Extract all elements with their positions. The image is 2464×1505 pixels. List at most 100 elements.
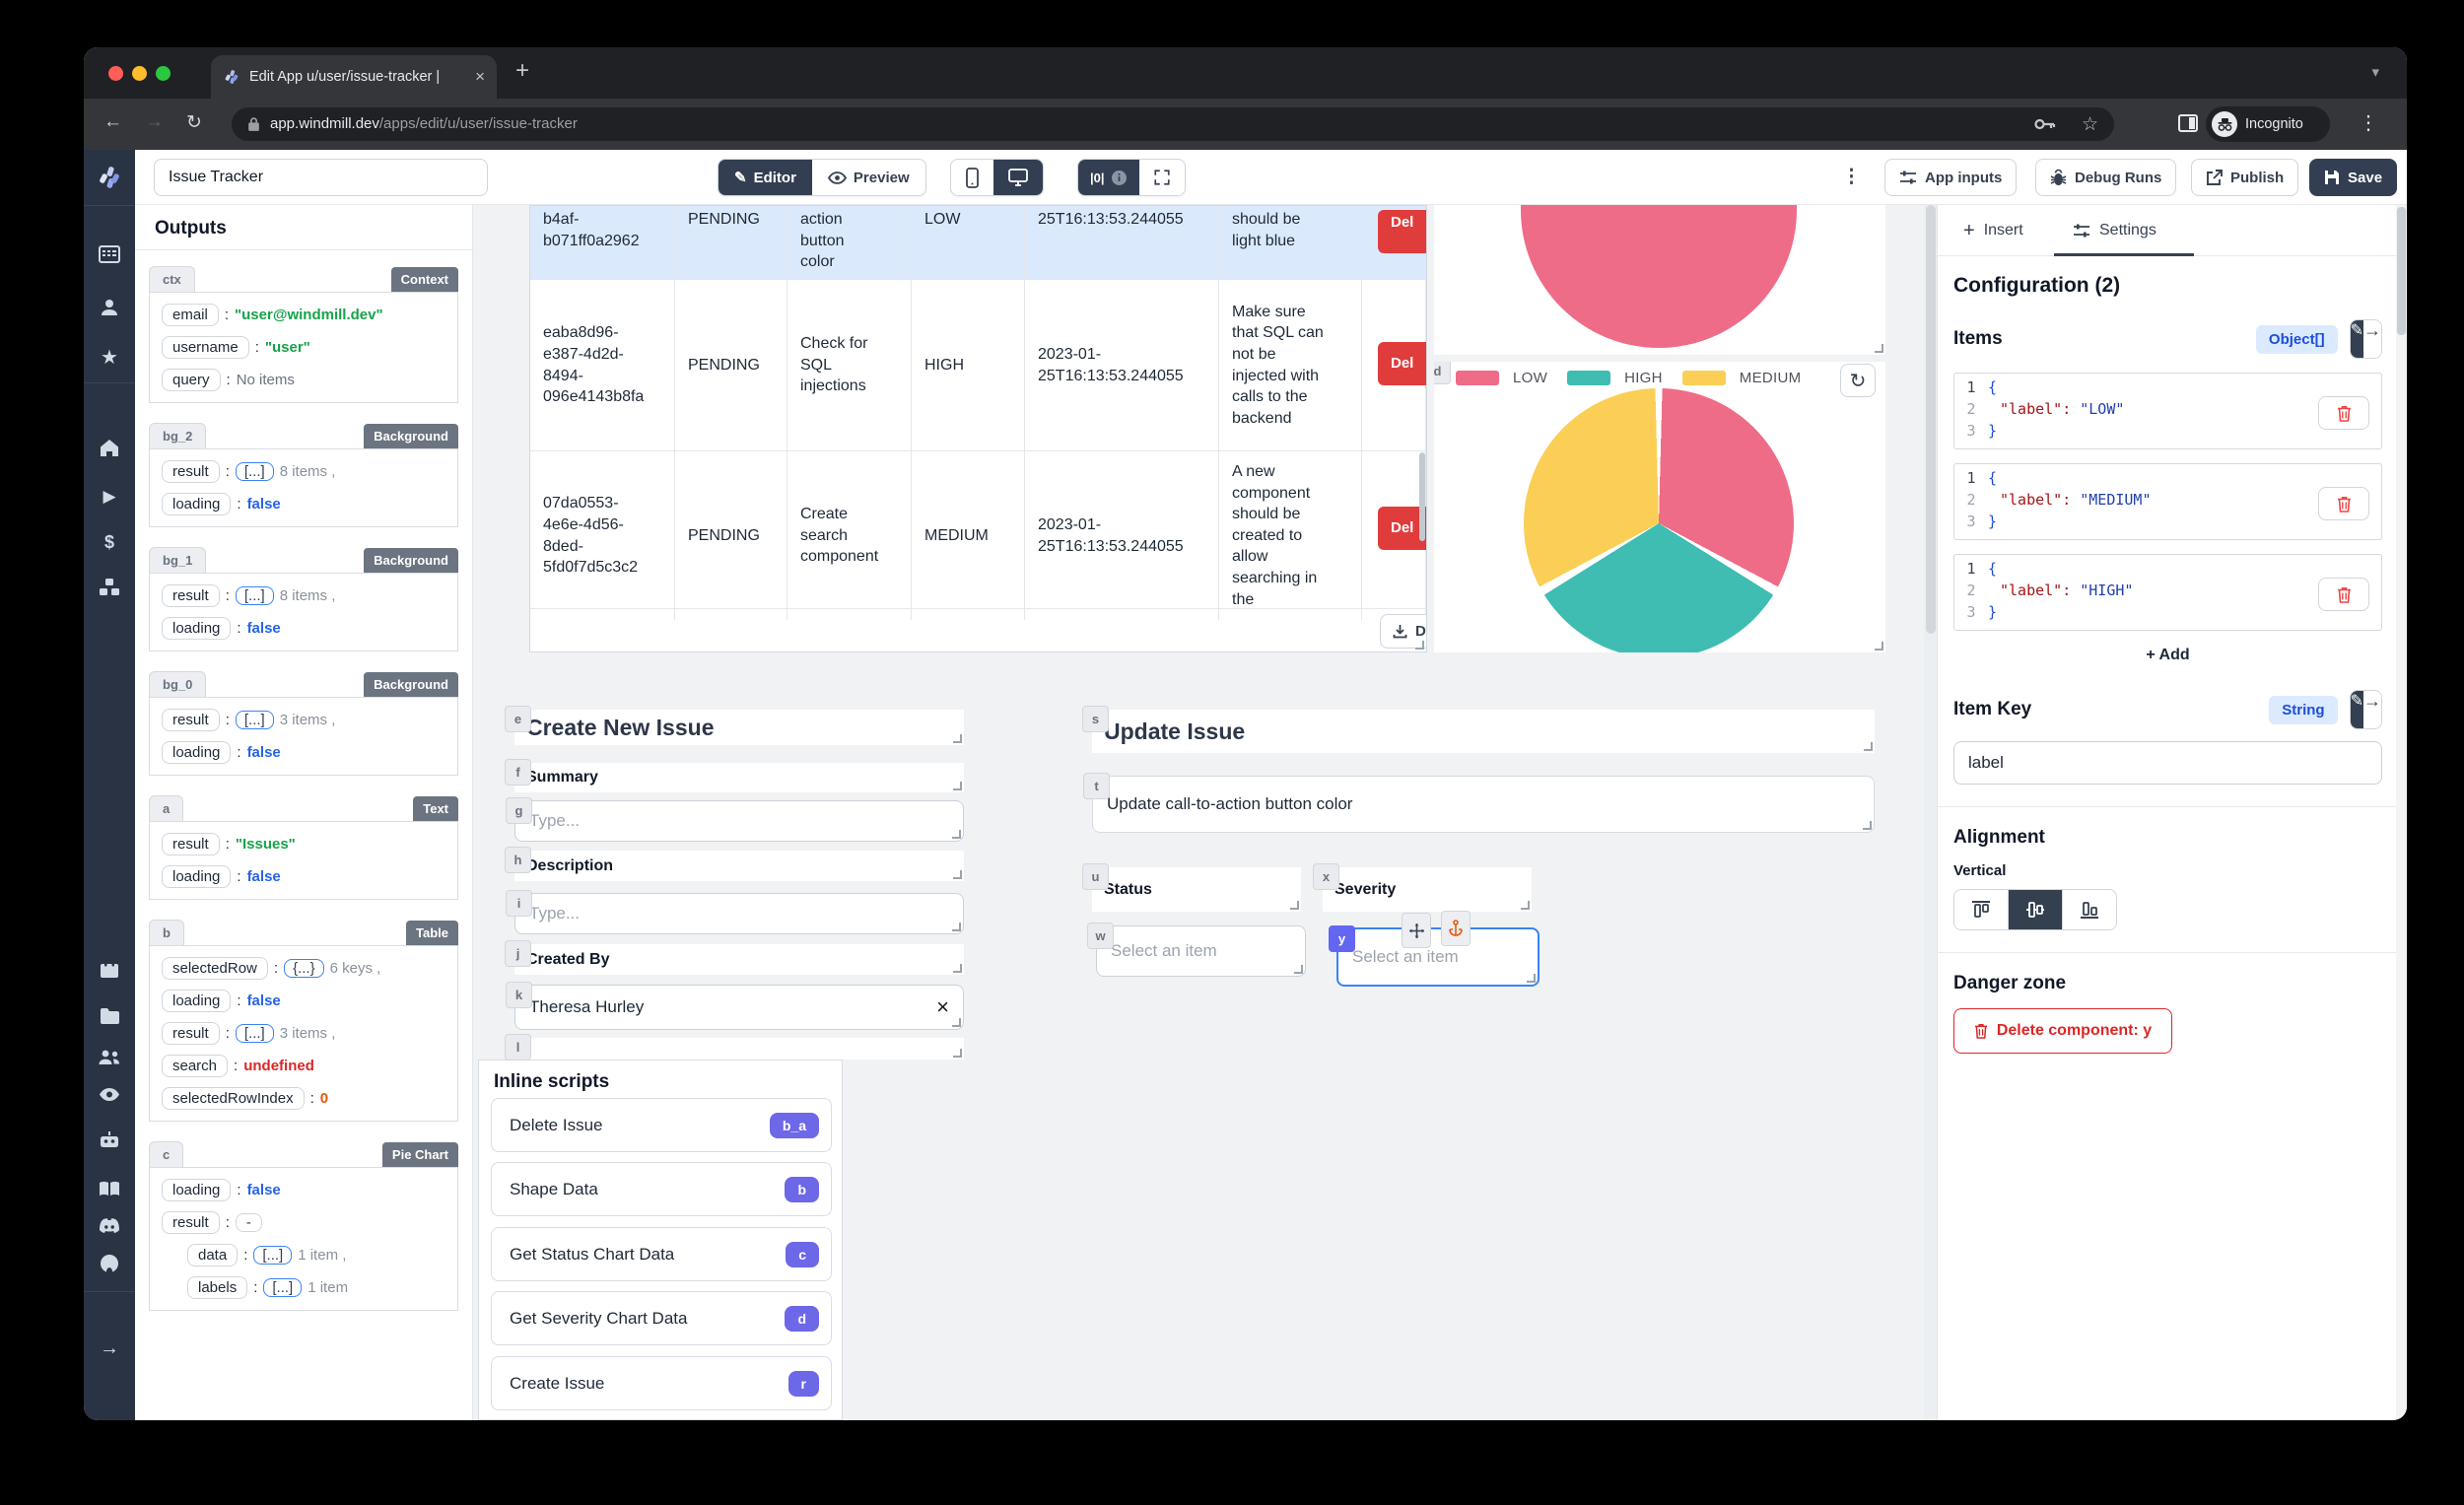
sidebar-item-user[interactable] bbox=[84, 288, 135, 327]
forward-icon[interactable]: → bbox=[145, 111, 164, 132]
component-badge[interactable]: l bbox=[505, 1034, 531, 1060]
component-badge[interactable]: k bbox=[506, 982, 532, 1008]
browser-menu-icon[interactable]: ⋮ bbox=[2359, 112, 2378, 134]
app-canvas[interactable]: b4af- b071ff0a2962 PENDING action button… bbox=[473, 205, 1924, 1420]
component-badge[interactable]: w bbox=[1087, 923, 1114, 949]
component-badge[interactable]: u bbox=[1082, 863, 1109, 890]
sidebar-item-docs[interactable] bbox=[84, 1169, 135, 1208]
output-expand-pill[interactable]: [...] bbox=[235, 462, 274, 481]
inline-script-item[interactable]: Get Severity Chart Data d bbox=[491, 1291, 832, 1345]
component-badge[interactable]: s bbox=[1082, 706, 1109, 732]
output-key-pill[interactable]: loading bbox=[162, 1179, 232, 1201]
clear-select-icon[interactable]: × bbox=[936, 994, 949, 1019]
table-row[interactable]: b4af- b071ff0a2962 PENDING action button… bbox=[530, 206, 1426, 280]
output-key-pill[interactable]: result bbox=[162, 1211, 220, 1234]
component-badge-selected[interactable]: y bbox=[1329, 925, 1355, 952]
edit-dynamic-button[interactable]: → bbox=[2363, 691, 2381, 728]
summary-input[interactable]: g Type... bbox=[506, 797, 964, 842]
settings-scrollbar[interactable] bbox=[2396, 205, 2407, 1420]
output-key-pill[interactable]: search bbox=[162, 1055, 229, 1077]
severity-label-component[interactable]: x Severity bbox=[1313, 863, 1532, 912]
sidebar-item-resources[interactable] bbox=[84, 568, 135, 607]
publish-button[interactable]: Publish bbox=[2191, 159, 2299, 196]
delete-row-button[interactable]: Del bbox=[1378, 507, 1426, 550]
output-key-pill[interactable]: labels bbox=[187, 1276, 248, 1299]
debug-runs-button[interactable]: Debug Runs bbox=[2035, 159, 2177, 196]
app-name-input[interactable]: Issue Tracker bbox=[154, 159, 488, 196]
canvas-scrollbar[interactable] bbox=[1924, 205, 1937, 1420]
legend-label[interactable]: LOW bbox=[1513, 370, 1548, 386]
created-by-select[interactable]: k Theresa Hurley × bbox=[506, 982, 964, 1030]
edit-static-button[interactable]: ✎ bbox=[2350, 320, 2363, 358]
jobs-counter-button[interactable]: |0| bbox=[1078, 160, 1139, 195]
tab-settings[interactable]: Settings bbox=[2073, 205, 2156, 256]
component-badge[interactable]: g bbox=[506, 797, 532, 824]
status-label-component[interactable]: u Status bbox=[1082, 863, 1301, 912]
output-component-id[interactable]: bg_1 bbox=[149, 547, 207, 573]
table-component[interactable]: b4af- b071ff0a2962 PENDING action button… bbox=[529, 205, 1427, 652]
output-key-pill[interactable]: result bbox=[162, 709, 220, 731]
summary-label-component[interactable]: f Summary bbox=[505, 759, 964, 792]
tab-insert[interactable]: + Insert bbox=[1963, 219, 2023, 241]
close-tab-icon[interactable]: × bbox=[475, 67, 485, 86]
legend-swatch-medium[interactable] bbox=[1681, 371, 1726, 385]
sidebar-item-discord[interactable] bbox=[84, 1206, 135, 1246]
windmill-logo[interactable] bbox=[84, 158, 135, 197]
output-expand-pill[interactable]: - bbox=[235, 1213, 262, 1232]
app-inputs-button[interactable]: App inputs bbox=[1884, 159, 2018, 196]
back-icon[interactable]: ← bbox=[103, 111, 122, 132]
next-component-partial[interactable]: l bbox=[505, 1034, 964, 1060]
browser-tab[interactable]: Edit App u/user/issue-tracker | × bbox=[211, 55, 497, 99]
sidebar-item-audit-logs[interactable] bbox=[84, 1074, 135, 1114]
delete-component-button[interactable]: Delete component: y bbox=[1953, 1008, 2172, 1054]
description-label-component[interactable]: h Description bbox=[505, 847, 964, 881]
delete-item-button[interactable] bbox=[2318, 578, 2369, 611]
output-key-pill[interactable]: loading bbox=[162, 865, 232, 888]
delete-item-button[interactable] bbox=[2318, 487, 2369, 520]
inline-script-item[interactable]: Delete Issue b_a bbox=[491, 1098, 832, 1152]
editor-mode-button[interactable]: ✎ Editor bbox=[719, 160, 812, 195]
output-key-pill[interactable]: selectedRowIndex bbox=[162, 1087, 305, 1110]
output-key-pill[interactable]: selectedRow bbox=[162, 957, 268, 980]
description-input[interactable]: i Type... bbox=[506, 890, 964, 934]
sidebar-item-workers[interactable] bbox=[84, 1120, 135, 1159]
create-issue-title-component[interactable]: e Create New Issue bbox=[505, 706, 964, 745]
inline-script-item[interactable]: Create Issue r bbox=[491, 1356, 832, 1410]
inline-script-item[interactable]: Shape Data b bbox=[491, 1162, 832, 1216]
output-expand-pill[interactable]: [...] bbox=[253, 1246, 293, 1265]
collapse-sidebar-button[interactable]: → bbox=[84, 1329, 135, 1368]
component-badge[interactable]: t bbox=[1083, 773, 1110, 799]
inline-script-item[interactable]: Get Status Chart Data c bbox=[491, 1227, 832, 1281]
download-button[interactable]: Download bbox=[1380, 614, 1426, 649]
output-expand-pill[interactable]: {...} bbox=[284, 959, 324, 978]
preview-mode-button[interactable]: Preview bbox=[812, 160, 925, 195]
output-key-pill[interactable]: loading bbox=[162, 741, 232, 764]
table-row[interactable]: eaba8d96- e387-4d2d- 8494- 096e4143b8fa … bbox=[530, 280, 1426, 451]
status-pie-chart-component[interactable] bbox=[1434, 205, 1885, 355]
output-key-pill[interactable]: data bbox=[187, 1244, 239, 1266]
output-key-pill[interactable]: loading bbox=[162, 493, 232, 515]
output-expand-pill[interactable]: [...] bbox=[235, 1024, 274, 1043]
sidebar-item-github[interactable] bbox=[84, 1244, 135, 1283]
output-key-pill[interactable]: username bbox=[162, 336, 249, 359]
legend-swatch-high[interactable] bbox=[1567, 371, 1611, 385]
item-json-editor[interactable]: 1{ 2 "label": "MEDIUM" 3} bbox=[1953, 463, 2382, 540]
sidebar-item-favorites[interactable]: ★ bbox=[84, 337, 135, 376]
output-key-pill[interactable]: result bbox=[162, 1022, 220, 1045]
output-expand-pill[interactable]: [...] bbox=[263, 1278, 303, 1297]
align-bottom-button[interactable] bbox=[2063, 890, 2116, 929]
output-key-pill[interactable]: result bbox=[162, 833, 220, 855]
output-component-id[interactable]: b bbox=[149, 920, 184, 945]
side-panel-icon[interactable] bbox=[2176, 111, 2200, 135]
update-issue-input[interactable]: t Update call-to-action button color bbox=[1083, 773, 1875, 833]
sidebar-item-groups[interactable] bbox=[84, 1037, 135, 1076]
table-scrollbar[interactable] bbox=[1419, 452, 1425, 541]
legend-label[interactable]: MEDIUM bbox=[1739, 370, 1802, 386]
output-component-id[interactable]: bg_0 bbox=[149, 671, 207, 697]
update-issue-title-component[interactable]: s Update Issue bbox=[1082, 706, 1875, 753]
component-badge[interactable]: e bbox=[505, 706, 531, 732]
delete-row-button[interactable]: Del bbox=[1378, 210, 1426, 253]
severity-pie-chart-component[interactable]: d LOW HIGH MEDIUM ↻ bbox=[1434, 362, 1885, 652]
reload-icon[interactable]: ↻ bbox=[186, 112, 202, 133]
output-key-pill[interactable]: email bbox=[162, 304, 219, 326]
